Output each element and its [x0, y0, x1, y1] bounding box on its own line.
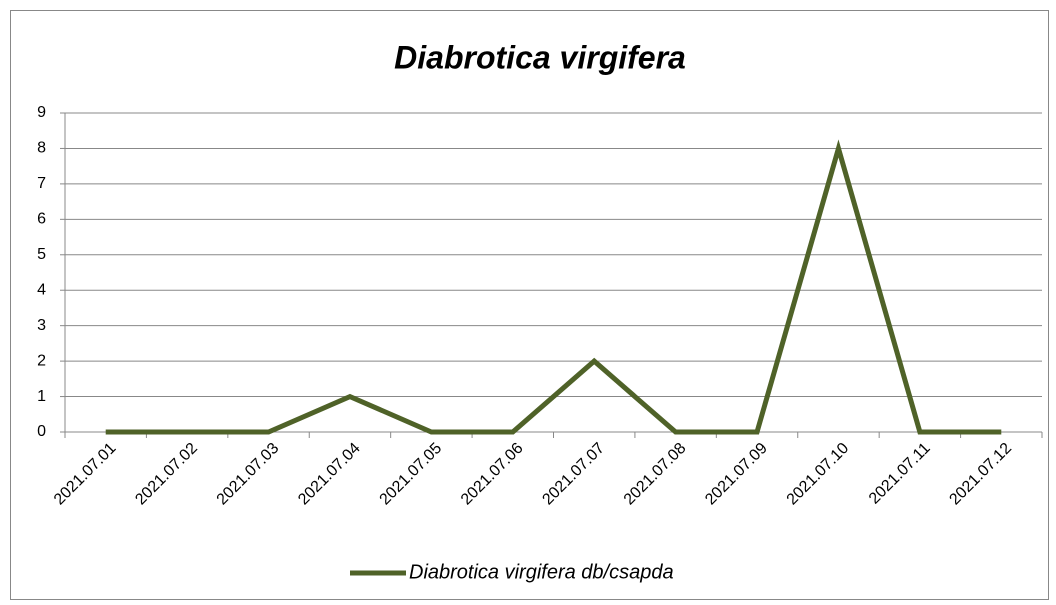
- series-line: [105, 139, 1002, 435]
- chart-border: [10, 10, 1049, 600]
- y-tick-label: 1: [37, 388, 46, 405]
- y-tick-label: 0: [37, 423, 46, 440]
- y-tick-label: 2: [37, 352, 46, 369]
- y-tick-label: 3: [37, 317, 46, 334]
- y-tick-label: 7: [37, 175, 46, 192]
- y-tick-label: 5: [37, 246, 46, 263]
- y-tick-label: 6: [37, 211, 46, 228]
- y-tick-label: 4: [37, 281, 46, 298]
- y-tick-label: 9: [37, 104, 46, 121]
- y-tick-label: 8: [37, 140, 46, 157]
- legend-label: Diabrotica virgifera db/csapda: [409, 561, 674, 583]
- chart-title: Diabrotica virgifera: [394, 39, 686, 75]
